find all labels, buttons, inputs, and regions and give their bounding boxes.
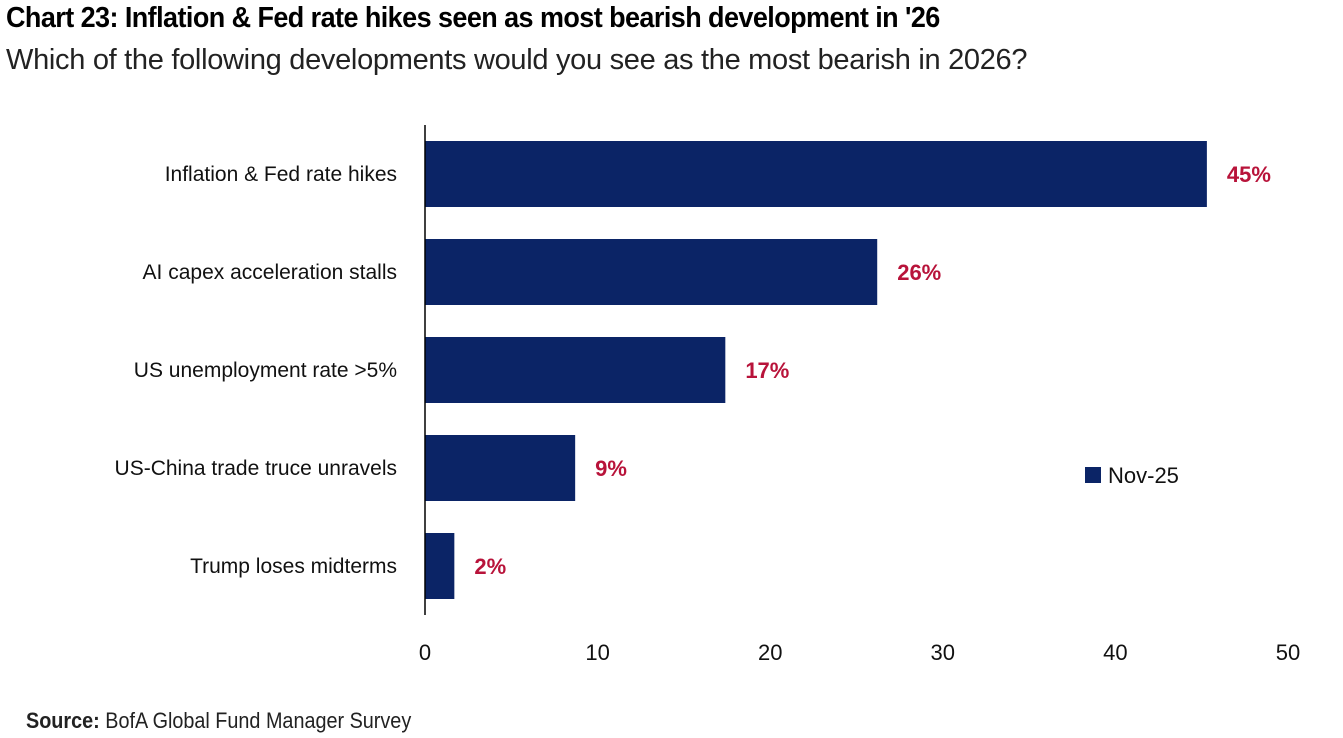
data-label: 26% bbox=[897, 260, 941, 285]
data-label: 17% bbox=[745, 358, 789, 383]
legend-label: Nov-25 bbox=[1108, 463, 1179, 488]
legend-swatch bbox=[1085, 467, 1101, 483]
x-tick-label: 10 bbox=[585, 640, 609, 665]
data-label: 2% bbox=[474, 554, 506, 579]
data-label: 45% bbox=[1227, 162, 1271, 187]
category-label: AI capex acceleration stalls bbox=[143, 261, 397, 284]
chart-title: Chart 23: Inflation & Fed rate hikes see… bbox=[6, 2, 940, 34]
category-label: Trump loses midterms bbox=[190, 555, 397, 578]
source-note: Source: BofA Global Fund Manager Survey bbox=[26, 708, 411, 734]
x-tick-label: 30 bbox=[931, 640, 955, 665]
category-label: US unemployment rate >5% bbox=[134, 359, 397, 382]
x-tick-label: 20 bbox=[758, 640, 782, 665]
x-tick-label: 0 bbox=[419, 640, 431, 665]
source-label: Source: bbox=[26, 708, 100, 733]
category-label: US-China trade truce unravels bbox=[115, 457, 397, 480]
bar bbox=[425, 239, 878, 305]
data-label: 9% bbox=[595, 456, 627, 481]
x-tick-label: 50 bbox=[1276, 640, 1300, 665]
x-tick-label: 40 bbox=[1103, 640, 1127, 665]
bar bbox=[425, 141, 1207, 207]
bar bbox=[425, 337, 726, 403]
source-text: BofA Global Fund Manager Survey bbox=[105, 708, 412, 733]
bar bbox=[425, 533, 455, 599]
category-label: Inflation & Fed rate hikes bbox=[165, 163, 397, 186]
bar bbox=[425, 435, 576, 501]
chart-subtitle: Which of the following developments woul… bbox=[6, 44, 1028, 76]
